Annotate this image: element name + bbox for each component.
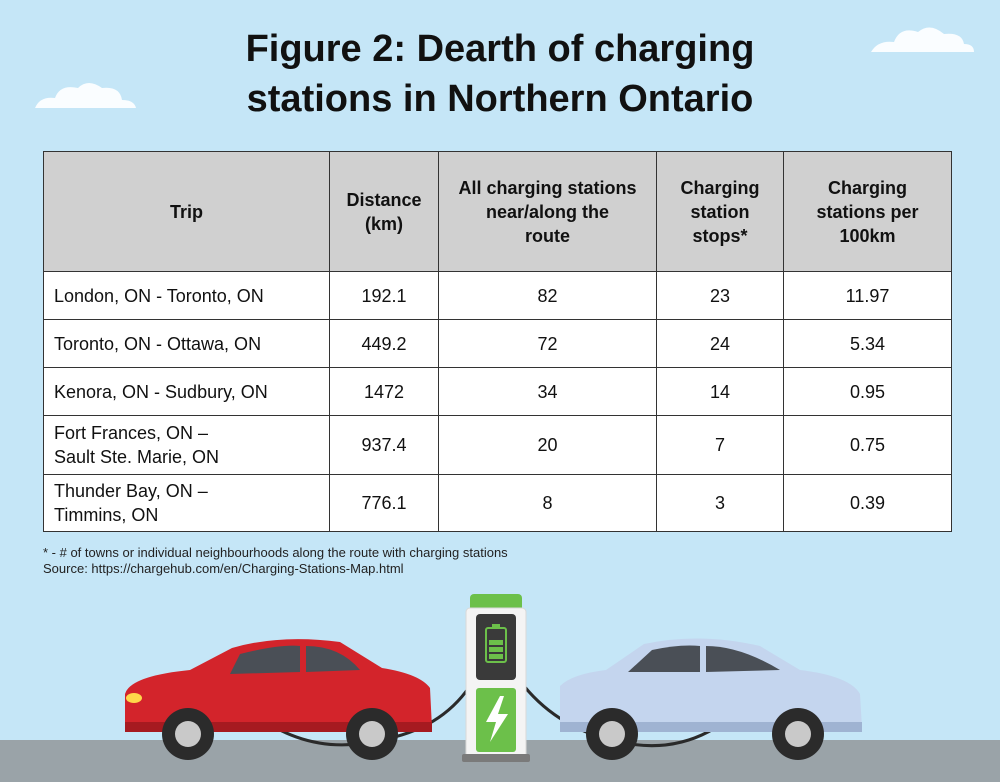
table-header-row: Trip Distance (km) All charging stations n… (43, 151, 952, 272)
charging-table: Trip Distance (km) All charging stations n… (43, 151, 952, 532)
table-row: Thunder Bay, ON – Timmins, ON 776.1 8 3 0… (43, 474, 952, 532)
stations-cell: 72 (438, 319, 657, 368)
distance-cell: 192.1 (329, 271, 439, 320)
stations-cell: 34 (438, 367, 657, 416)
cloud-icon (871, 27, 974, 52)
stops-cell: 14 (656, 367, 784, 416)
stations-cell: 20 (438, 415, 657, 475)
charging-station-icon (462, 594, 530, 762)
table-row: Toronto, ON - Ottawa, ON 449.2 72 24 5.3… (43, 319, 952, 368)
lightning-bolt-icon (486, 696, 508, 742)
column-header-trip: Trip (43, 151, 330, 272)
stations-cell: 8 (438, 474, 657, 532)
page-title: Figure 2: Dearth of charging stations in… (0, 24, 1000, 124)
battery-icon (485, 624, 507, 663)
distance-cell: 776.1 (329, 474, 439, 532)
column-header-stops: Charging station stops* (656, 151, 784, 272)
column-header-stations: All charging stations near/along the route (438, 151, 657, 272)
per100km-cell: 0.75 (783, 415, 952, 475)
per100km-cell: 5.34 (783, 319, 952, 368)
per100km-cell: 11.97 (783, 271, 952, 320)
stations-cell: 82 (438, 271, 657, 320)
charging-illustration (0, 594, 1000, 782)
per100km-cell: 0.95 (783, 367, 952, 416)
per100km-cell: 0.39 (783, 474, 952, 532)
title-line-1: Figure 2: Dearth of charging (245, 28, 755, 70)
source-text: Source: https://chargehub.com/en/Chargin… (43, 561, 404, 576)
cloud-icon (35, 83, 136, 108)
trip-cell: Fort Frances, ON – Sault Ste. Marie, ON (43, 415, 330, 475)
trip-cell: Toronto, ON - Ottawa, ON (43, 319, 330, 368)
distance-cell: 937.4 (329, 415, 439, 475)
trip-cell: London, ON - Toronto, ON (43, 271, 330, 320)
distance-cell: 449.2 (329, 319, 439, 368)
trip-cell: Thunder Bay, ON – Timmins, ON (43, 474, 330, 532)
footnote-text: * - # of towns or individual neighbourho… (43, 545, 508, 560)
title-line-2: stations in Northern Ontario (246, 78, 754, 120)
column-header-distance: Distance (km) (329, 151, 439, 272)
distance-cell: 1472 (329, 367, 439, 416)
table-row: London, ON - Toronto, ON 192.1 82 23 11.… (43, 271, 952, 320)
red-car-icon (125, 639, 432, 760)
stops-cell: 24 (656, 319, 784, 368)
column-header-per100km: Charging stations per 100km (783, 151, 952, 272)
stops-cell: 23 (656, 271, 784, 320)
stops-cell: 7 (656, 415, 784, 475)
table-row: Fort Frances, ON – Sault Ste. Marie, ON 9… (43, 415, 952, 475)
table-row: Kenora, ON - Sudbury, ON 1472 34 14 0.95 (43, 367, 952, 416)
footnote: * - # of towns or individual neighbourho… (43, 545, 508, 577)
stops-cell: 3 (656, 474, 784, 532)
trip-cell: Kenora, ON - Sudbury, ON (43, 367, 330, 416)
blue-car-icon (560, 638, 862, 760)
